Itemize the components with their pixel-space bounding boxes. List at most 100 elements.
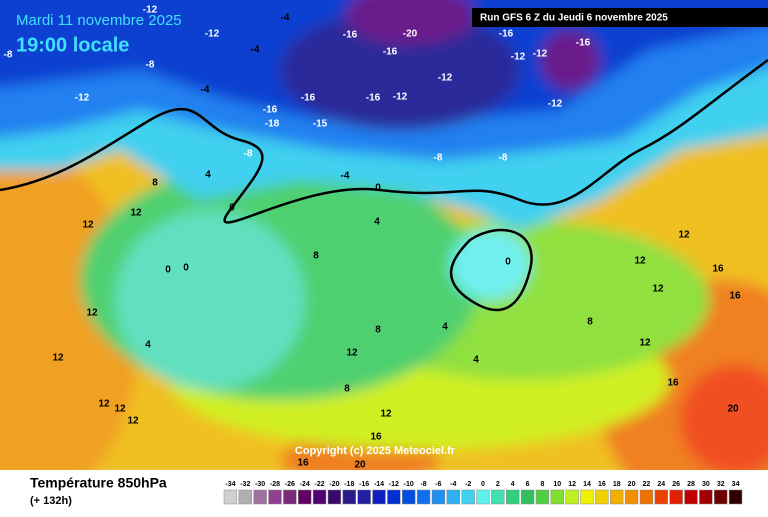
contour-label: -8: [146, 60, 155, 71]
colorbar-swatch: [491, 489, 505, 505]
colorbar-swatch: [624, 489, 639, 505]
colorbar-swatch: [639, 489, 654, 505]
colorbar-tick-label: 16: [598, 481, 606, 488]
colorbar-tick-label: 12: [568, 481, 576, 488]
colorbar-swatch: [357, 489, 371, 505]
legend-title: Température 850hPa: [30, 475, 167, 491]
colorbar-tick-label: -4: [450, 481, 456, 488]
colorbar-swatch: [550, 489, 564, 505]
colorbar-tick-label: 26: [672, 481, 680, 488]
colorbar-swatch: [699, 489, 713, 505]
colorbar-tick-label: 30: [702, 481, 710, 488]
contour-label: -16: [499, 29, 514, 40]
contour-label: 12: [114, 404, 126, 415]
colorbar-swatch: [372, 489, 386, 505]
contour-label: 8: [313, 251, 319, 262]
contour-label: 16: [667, 378, 679, 389]
colorbar-tick-label: 4: [511, 481, 515, 488]
colorbar-swatch: [714, 489, 728, 505]
colorbar-tick-label: -2: [465, 481, 471, 488]
contour-label: -16: [263, 105, 278, 116]
lead-time: (+ 132h): [30, 495, 72, 507]
contour-label: -12: [548, 99, 563, 110]
contour-label: -8: [434, 153, 443, 164]
contour-label: -12: [393, 92, 408, 103]
colorbar-swatch: [402, 489, 416, 505]
colorbar-swatch: [476, 489, 490, 505]
contour-label: 4: [473, 355, 479, 366]
colorbar-tick-label: -14: [374, 481, 384, 488]
contour-label: 12: [380, 409, 392, 420]
contour-label: 12: [639, 338, 651, 349]
contour-label: 12: [130, 208, 142, 219]
colorbar-swatch: [283, 489, 297, 505]
contour-label: 0: [165, 265, 171, 276]
contour-label: 12: [634, 256, 646, 267]
contour-label: 8: [587, 317, 593, 328]
colorbar-swatch: [565, 489, 579, 505]
contour-labels: -12 -12 -4 -8 -4 -8 -12 -4 -16 -20 -16 -12 -16 -16 -12…: [4, 5, 741, 471]
contour-label: 20: [727, 404, 739, 415]
colorbar-swatch: [327, 489, 342, 505]
contour-label: -16: [576, 38, 591, 49]
colorbar-tick-label: -6: [435, 481, 441, 488]
contour-label: 0: [229, 203, 235, 214]
contour-label: 0: [505, 257, 511, 268]
run-box: [472, 8, 768, 27]
contour-label: 12: [86, 308, 98, 319]
colorbar-tick-label: -8: [420, 481, 426, 488]
colorbar-swatch: [595, 489, 609, 505]
contour-label: -20: [403, 29, 418, 40]
colorbar-tick-label: -10: [404, 481, 414, 488]
colorbar-tick-label: 8: [540, 481, 544, 488]
colorbar-tick-label: 34: [732, 481, 740, 488]
colorbar-swatch: [669, 489, 683, 505]
contour-label: 20: [354, 460, 366, 471]
contour-label: 4: [145, 340, 151, 351]
colorbar-tick-label: 24: [657, 481, 665, 488]
colorbar-swatch: [535, 489, 550, 505]
colorbar-tick-label: 2: [496, 481, 500, 488]
colorbar-swatch: [610, 489, 624, 505]
contour-label: -8: [244, 149, 253, 160]
time: 19:00 locale: [16, 34, 129, 56]
contour-label: 8: [375, 325, 381, 336]
colorbar-swatch: [431, 489, 446, 505]
contour-label: -12: [438, 73, 453, 84]
contour-label: -18: [265, 119, 280, 130]
colorbar-tick-label: -16: [359, 481, 369, 488]
colorbar-tick-label: 28: [687, 481, 695, 488]
colorbar-tick-label: 22: [643, 481, 651, 488]
colorbar-tick-label: -28: [270, 481, 280, 488]
contour-label: 0: [183, 263, 189, 274]
contour-label: -4: [201, 85, 210, 96]
colorbar-swatch: [654, 489, 668, 505]
contour-label: 12: [652, 284, 664, 295]
contour-label: 16: [297, 458, 309, 469]
contour-label: 0: [375, 183, 381, 194]
contour-label: -8: [499, 153, 508, 164]
contour-label: 8: [152, 178, 158, 189]
colorbar-tick-label: -24: [300, 481, 310, 488]
contour-label: 12: [346, 348, 358, 359]
colorbar-tick-label: 14: [583, 481, 591, 488]
colorbar-swatch: [223, 489, 238, 505]
colorbar-swatch: [253, 489, 267, 505]
colorbar-swatch: [342, 489, 356, 505]
contour-label: 16: [712, 264, 724, 275]
colorbar-tick-label: -34: [225, 481, 235, 488]
colorbar-tick-label: -20: [329, 481, 339, 488]
zero-isotherm: [0, 58, 768, 224]
colorbar-swatch: [268, 489, 282, 505]
colorbar-swatch: [312, 489, 327, 505]
contour-label: 12: [678, 230, 690, 241]
colorbar-tick-label: -22: [315, 481, 325, 488]
colorbar-swatch: [446, 489, 460, 505]
contour-label: -12: [205, 29, 220, 40]
colorbar-swatch: [684, 489, 698, 505]
colorbar-swatch: [461, 489, 475, 505]
contour-label: 8: [344, 384, 350, 395]
